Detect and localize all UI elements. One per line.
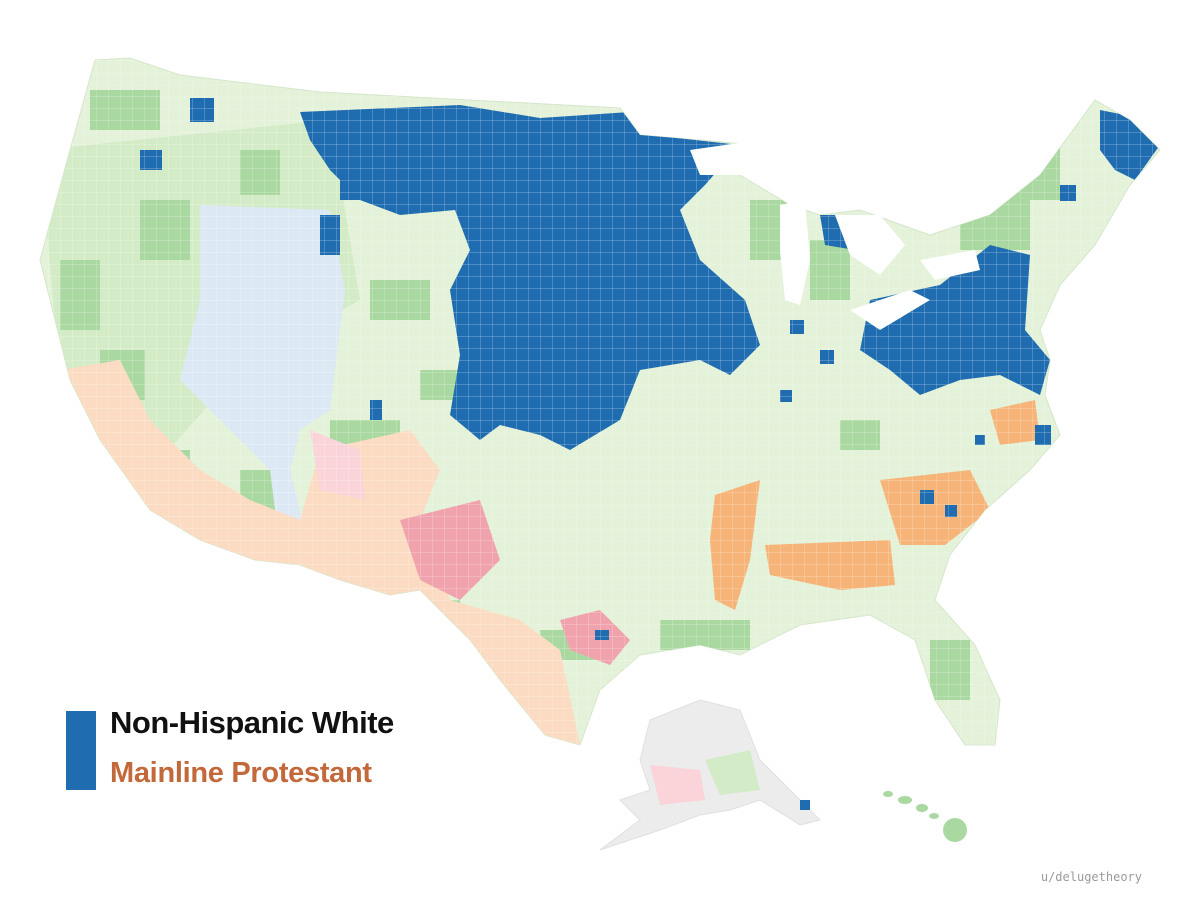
legend: Non-Hispanic White Mainline Protestant [66, 703, 466, 793]
alaska-green-area [705, 750, 760, 795]
alaska-blue-county [800, 800, 810, 810]
hawaii [883, 791, 967, 842]
alaska [599, 699, 821, 851]
author-credit: u/delugetheory [1040, 870, 1142, 884]
legend-label-non-hispanic-white: Non-Hispanic White [110, 705, 394, 740]
legend-swatch [66, 711, 96, 790]
legend-label-mainline-protestant: Mainline Protestant [110, 757, 372, 789]
alaska-pink-area [650, 765, 705, 805]
great-lakes [690, 140, 980, 330]
